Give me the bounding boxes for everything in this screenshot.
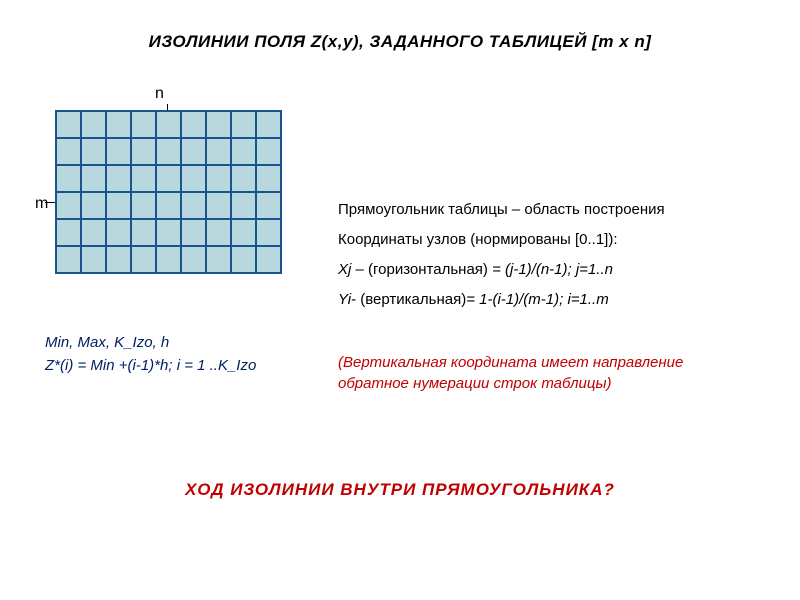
grid-cell xyxy=(156,219,181,246)
grid-cell xyxy=(56,165,81,192)
page-title: ИЗОЛИНИИ ПОЛЯ Z(x,y), ЗАДАННОГО ТАБЛИЦЕЙ… xyxy=(100,32,700,52)
grid-cell xyxy=(131,165,156,192)
yi-desc: - (вертикальная) xyxy=(351,291,466,308)
grid-cell xyxy=(231,111,256,138)
grid-cell xyxy=(231,246,256,273)
grid-cell xyxy=(131,246,156,273)
grid-cell xyxy=(131,192,156,219)
grid-cell xyxy=(206,165,231,192)
grid-cell xyxy=(256,111,281,138)
grid-cell xyxy=(106,246,131,273)
grid-cell xyxy=(56,219,81,246)
grid-cell xyxy=(206,111,231,138)
tick-m xyxy=(45,202,55,203)
grid-cell xyxy=(81,219,106,246)
grid-cell xyxy=(256,138,281,165)
xj-desc: – (горизонтальная) xyxy=(351,261,492,278)
grid-cell xyxy=(81,111,106,138)
grid-cell xyxy=(206,192,231,219)
grid-cell xyxy=(206,219,231,246)
xj-var: Xj xyxy=(338,261,351,278)
grid-cell xyxy=(131,138,156,165)
grid-cell xyxy=(156,165,181,192)
grid-cell xyxy=(256,246,281,273)
grid-cell xyxy=(56,138,81,165)
grid-cell xyxy=(256,219,281,246)
desc-line-2: Координаты узлов (нормированы [0..1]): xyxy=(338,225,770,255)
grid-cell xyxy=(106,165,131,192)
grid-cell xyxy=(56,246,81,273)
grid-cell xyxy=(56,111,81,138)
formula-line-2: Z*(i) = Min +(i-1)*h; i = 1 ..K_Izo xyxy=(45,355,256,378)
grid-cell xyxy=(181,219,206,246)
grid-cell xyxy=(106,219,131,246)
xj-formula: = (j-1)/(n-1); j=1..n xyxy=(492,261,613,278)
tick-n xyxy=(167,104,168,110)
grid-cell xyxy=(156,138,181,165)
grid-cell xyxy=(156,111,181,138)
grid-cell xyxy=(181,246,206,273)
description-block: Прямоугольник таблицы – область построен… xyxy=(338,195,770,315)
grid-cell xyxy=(131,219,156,246)
formula-line-1: Min, Max, K_Izo, h xyxy=(45,332,256,355)
yi-var: Yi xyxy=(338,291,351,308)
grid-cell xyxy=(231,219,256,246)
grid-cell xyxy=(156,192,181,219)
grid-cell xyxy=(231,138,256,165)
grid-cell xyxy=(231,192,256,219)
grid-cell xyxy=(81,246,106,273)
grid-cell xyxy=(206,138,231,165)
grid-cell xyxy=(181,138,206,165)
grid-cell xyxy=(81,192,106,219)
grid-cell xyxy=(106,111,131,138)
grid-cell xyxy=(231,165,256,192)
question-heading: ХОД ИЗОЛИНИИ ВНУТРИ ПРЯМОУГОЛЬНИКА? xyxy=(100,480,700,500)
axis-label-m: m xyxy=(35,195,48,213)
grid-cell xyxy=(81,138,106,165)
grid-cell xyxy=(131,111,156,138)
grid-cell xyxy=(181,192,206,219)
desc-line-1: Прямоугольник таблицы – область построен… xyxy=(338,195,770,225)
grid-cell xyxy=(106,192,131,219)
vertical-note: (Вертикальная координата имеет направлен… xyxy=(338,352,750,394)
grid-cell xyxy=(181,111,206,138)
grid-cell xyxy=(156,246,181,273)
grid-cells xyxy=(55,110,282,274)
grid-cell xyxy=(106,138,131,165)
grid-diagram: n m xyxy=(55,110,282,274)
grid-cell xyxy=(81,165,106,192)
yi-formula: = 1-(i-1)/(m-1); i=1..m xyxy=(466,291,609,308)
grid-cell xyxy=(181,165,206,192)
desc-line-3: Xj – (горизонтальная) = (j-1)/(n-1); j=1… xyxy=(338,255,770,285)
grid-cell xyxy=(206,246,231,273)
axis-label-n: n xyxy=(155,85,164,103)
formula-block: Min, Max, K_Izo, h Z*(i) = Min +(i-1)*h;… xyxy=(45,332,256,377)
desc-line-4: Yi- (вертикальная)= 1-(i-1)/(m-1); i=1..… xyxy=(338,285,770,315)
grid-cell xyxy=(56,192,81,219)
grid-cell xyxy=(256,192,281,219)
grid-cell xyxy=(256,165,281,192)
